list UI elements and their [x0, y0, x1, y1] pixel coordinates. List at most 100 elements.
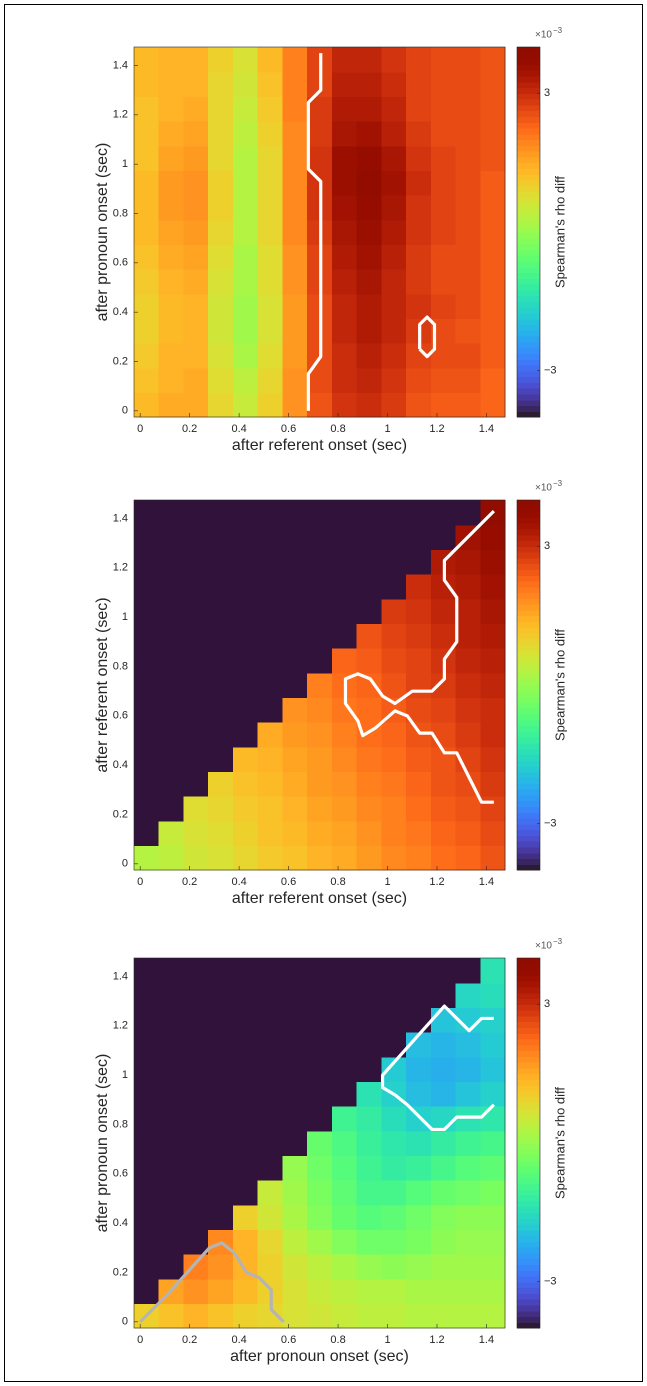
colorbar-step	[517, 528, 540, 536]
colorbar-step	[517, 70, 540, 77]
colorbar-frame	[516, 957, 541, 1329]
masked-cell	[282, 982, 308, 1008]
colorbar-step	[517, 1148, 540, 1156]
x-tick-label: 1.2	[429, 876, 444, 888]
cell	[430, 845, 457, 871]
colorbar-step	[517, 783, 540, 790]
cell	[232, 71, 259, 97]
cell	[257, 796, 283, 822]
colorbar	[517, 500, 540, 871]
cell	[257, 722, 283, 748]
cell	[257, 343, 283, 369]
cell	[430, 367, 457, 393]
cell	[455, 121, 481, 147]
cell	[134, 269, 160, 295]
masked-cell	[257, 1032, 283, 1058]
y-tick-label: 1	[122, 158, 128, 170]
colorbar-step	[517, 278, 540, 285]
cell	[381, 392, 407, 418]
cell	[307, 845, 333, 871]
cell	[282, 796, 308, 822]
cell	[406, 367, 432, 393]
cell	[480, 820, 506, 846]
cell	[430, 820, 457, 846]
colorbar-step	[517, 156, 540, 164]
cell	[331, 1155, 358, 1181]
colorbar-step	[517, 1090, 540, 1098]
colorbar-step	[517, 1241, 540, 1248]
colorbar-step	[517, 127, 540, 135]
masked-cell	[257, 1130, 283, 1156]
masked-cell	[134, 1180, 160, 1206]
cell	[307, 1180, 333, 1206]
colorbar-step	[517, 1258, 540, 1266]
y-tick-label: 1	[122, 611, 128, 623]
masked-cell	[232, 623, 259, 649]
cell	[257, 293, 283, 319]
cell	[480, 318, 506, 344]
cell	[158, 121, 185, 147]
masked-cell	[134, 1081, 160, 1107]
cell	[381, 244, 407, 270]
masked-cell	[232, 1007, 259, 1033]
cell	[455, 623, 481, 649]
colorbar-step	[517, 517, 540, 524]
cell	[282, 293, 308, 319]
cell	[158, 820, 185, 846]
cell	[455, 71, 481, 97]
y-tick-label: 0.4	[113, 306, 128, 318]
cell	[430, 392, 457, 418]
masked-cell	[208, 1106, 234, 1132]
cell	[356, 1081, 382, 1107]
cell	[480, 796, 506, 822]
masked-cell	[134, 1229, 160, 1255]
colorbar-step	[517, 685, 540, 692]
cell	[232, 318, 259, 344]
cell	[455, 648, 481, 674]
cell	[455, 722, 481, 748]
masked-cell	[183, 1155, 209, 1181]
masked-cell	[455, 500, 481, 526]
cell	[158, 318, 185, 344]
cell	[455, 47, 481, 73]
masked-cell	[307, 982, 333, 1008]
cell	[406, 648, 432, 674]
colorbar-step	[517, 777, 540, 784]
colorbar-step	[517, 598, 540, 605]
cell	[232, 343, 259, 369]
x-tick-label: 0.6	[281, 876, 296, 888]
cell	[455, 1032, 481, 1058]
masked-cell	[356, 1007, 382, 1033]
cell	[331, 845, 358, 871]
cell	[406, 195, 432, 221]
y-tick-label: 1	[122, 1069, 128, 1081]
cell	[356, 771, 382, 797]
cell	[480, 1229, 506, 1255]
colorbar-step	[517, 260, 540, 268]
colorbar-step	[517, 295, 540, 302]
cell	[134, 71, 160, 97]
cell	[381, 170, 407, 196]
cell	[480, 672, 506, 698]
cell	[134, 219, 160, 245]
cell	[381, 47, 407, 73]
masked-cell	[430, 982, 457, 1008]
masked-cell	[307, 1007, 333, 1033]
colorbar-step	[517, 266, 540, 274]
masked-cell	[282, 1056, 308, 1082]
cell	[381, 1106, 407, 1132]
cell	[480, 170, 506, 196]
masked-cell	[134, 982, 160, 1008]
cell	[257, 244, 283, 270]
masked-cell	[158, 1007, 185, 1033]
masked-cell	[183, 982, 209, 1008]
cell	[134, 367, 160, 393]
masked-cell	[356, 958, 382, 984]
cell	[183, 1278, 209, 1304]
cell	[381, 771, 407, 797]
cell	[282, 343, 308, 369]
masked-cell	[158, 549, 185, 575]
cell	[282, 244, 308, 270]
masked-cell	[208, 672, 234, 698]
cell	[430, 145, 457, 171]
